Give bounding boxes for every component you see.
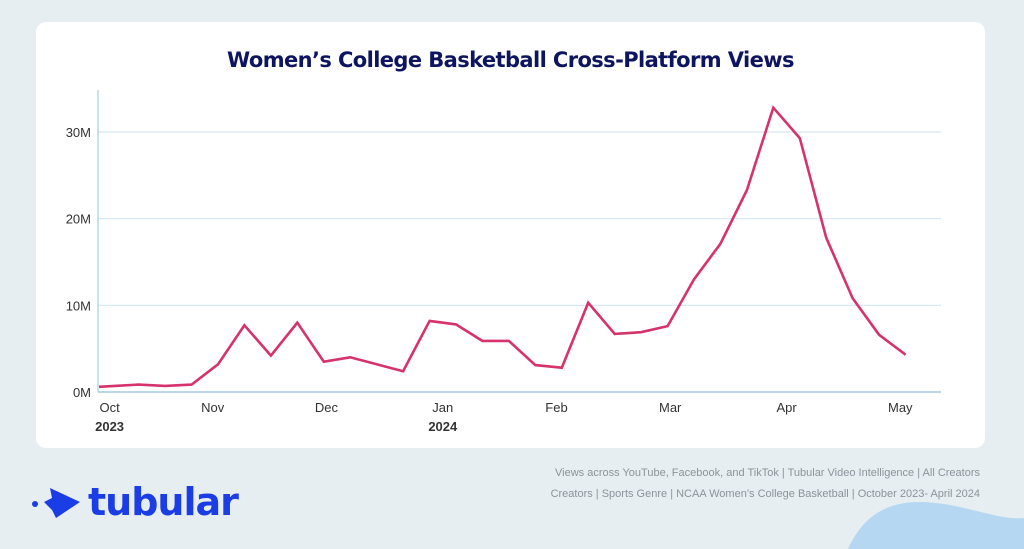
y-tick-label: 30M (66, 125, 91, 140)
series-line (98, 105, 907, 389)
x-tick-label: Dec (315, 400, 339, 415)
brand-name: tubular (88, 480, 239, 524)
arrow-mark-icon (32, 488, 80, 518)
y-tick-label: 20M (66, 212, 91, 227)
x-year-label: 2024 (428, 419, 458, 434)
y-tick-label: 0M (73, 385, 91, 400)
x-tick-label: Jan (432, 400, 453, 415)
tubular-logo: tubular (30, 478, 239, 526)
x-tick-label: Oct (99, 400, 120, 415)
chart-title: Women’s College Basketball Cross-Platfor… (227, 48, 794, 72)
caption-line-1: Views across YouTube, Facebook, and TikT… (555, 467, 980, 479)
x-tick-label: Feb (545, 400, 567, 415)
source-caption: Views across YouTube, Facebook, and TikT… (551, 463, 980, 505)
x-tick-label: May (888, 400, 913, 415)
x-tick-label: Nov (201, 400, 225, 415)
caption-line-2: Creators | Sports Genre | NCAA Women’s C… (550, 488, 980, 500)
y-tick-label: 10M (66, 298, 91, 313)
x-tick-label: Apr (776, 400, 797, 415)
chart-card: Women’s College Basketball Cross-Platfor… (36, 22, 985, 448)
x-year-label: 2023 (95, 419, 124, 434)
x-tick-label: Mar (659, 400, 682, 415)
